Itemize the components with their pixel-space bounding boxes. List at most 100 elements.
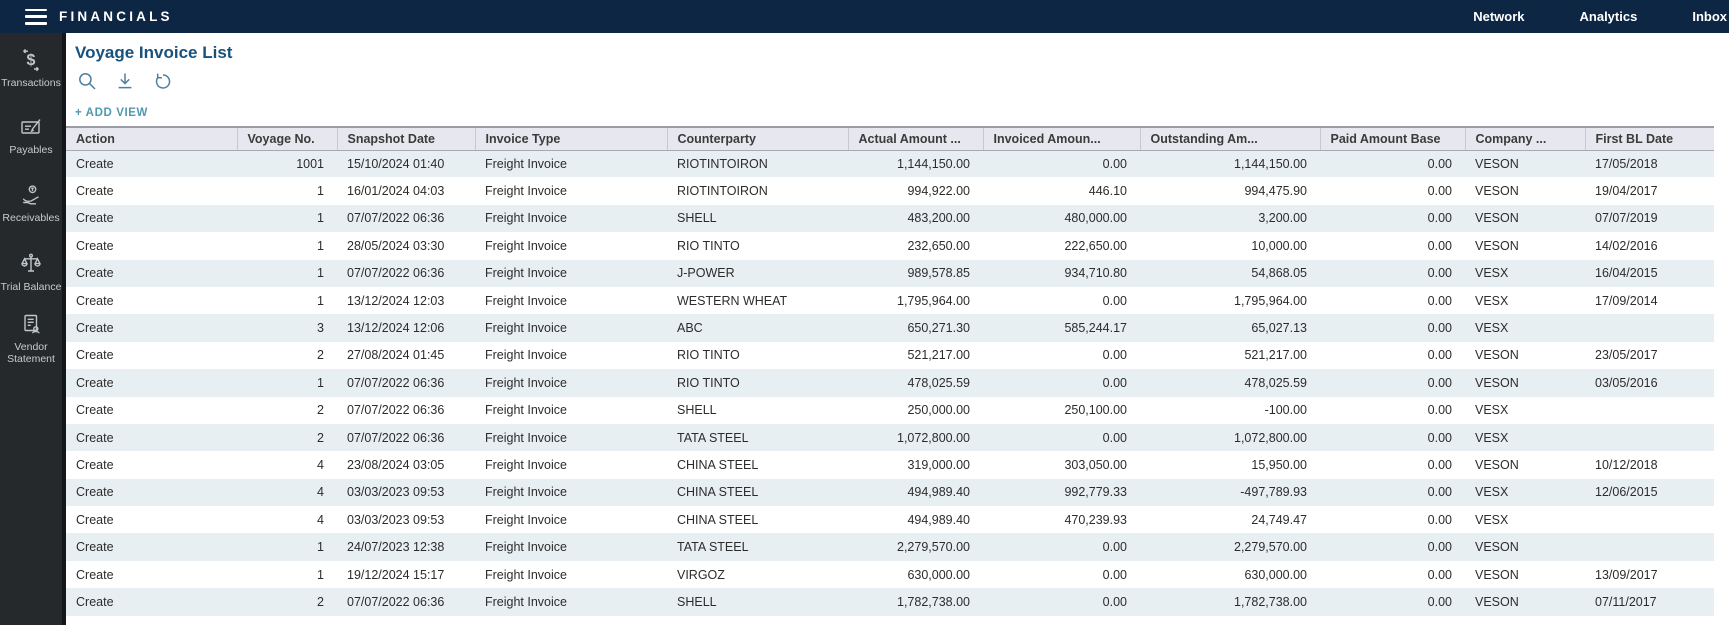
nav-network[interactable]: Network <box>1473 9 1525 24</box>
table-row: Create 2 27/08/2024 01:45 Freight Invoic… <box>66 342 1714 369</box>
sidebar-item-transactions[interactable]: $ Transactions <box>0 48 62 89</box>
create-link[interactable]: Create <box>76 238 114 253</box>
company-cell: VESX <box>1475 293 1509 308</box>
create-link[interactable]: Create <box>76 211 114 226</box>
download-button[interactable] <box>115 71 135 91</box>
column-header-counterparty[interactable]: Counterparty <box>666 126 848 151</box>
voyage-no-link[interactable]: 1 <box>317 293 324 308</box>
paid-amount-base-cell: 0.00 <box>1427 156 1452 171</box>
column-header-paid-amount-base[interactable]: Paid Amount Base <box>1319 126 1465 151</box>
add-view-button[interactable]: + ADD VIEW <box>75 107 148 119</box>
outstanding-amount-cell: 54,868.05 <box>1251 266 1307 281</box>
voyage-no-link[interactable]: 2 <box>317 430 324 445</box>
paid-amount-base-cell: 0.00 <box>1427 594 1452 609</box>
invoice-type-cell: Freight Invoice <box>485 403 567 418</box>
column-header-company[interactable]: Company ... <box>1464 126 1585 151</box>
create-link[interactable]: Create <box>76 457 114 472</box>
company-cell: VESX <box>1475 321 1509 336</box>
sidebar-item-receivables[interactable]: Receivables <box>0 183 62 224</box>
voyage-no-link[interactable]: 1 <box>317 211 324 226</box>
actual-amount-cell: 250,000.00 <box>907 403 970 418</box>
column-header-action[interactable]: Action <box>66 126 237 151</box>
column-header-actual-amount[interactable]: Actual Amount ... <box>847 126 983 151</box>
svg-text:$: $ <box>27 52 36 69</box>
first-bl-date-cell <box>1585 314 1714 341</box>
voyage-no-link[interactable]: 1 <box>317 266 324 281</box>
nav-inbox[interactable]: Inbox <box>1692 9 1727 24</box>
create-link[interactable]: Create <box>76 403 114 418</box>
paid-amount-base-cell: 0.00 <box>1427 485 1452 500</box>
actual-amount-cell: 494,989.40 <box>907 512 970 527</box>
sidebar-item-vendor-statement[interactable]: Vendor Statement <box>0 312 62 365</box>
voyage-no-link[interactable]: 1 <box>317 567 324 582</box>
app-title: FINANCIALS <box>59 9 173 24</box>
counterparty-cell: RIO TINTO <box>677 375 740 390</box>
outstanding-amount-cell: 2,279,570.00 <box>1234 540 1307 555</box>
create-link[interactable]: Create <box>76 594 114 609</box>
voyage-no-link[interactable]: 1 <box>317 184 324 199</box>
create-link[interactable]: Create <box>76 485 114 500</box>
voyage-no-link[interactable]: 2 <box>317 348 324 363</box>
voyage-no-link[interactable]: 4 <box>317 512 324 527</box>
create-link[interactable]: Create <box>76 293 114 308</box>
actual-amount-cell: 494,989.40 <box>907 485 970 500</box>
company-cell: VESON <box>1475 594 1519 609</box>
column-header-invoice-type[interactable]: Invoice Type <box>474 126 667 151</box>
actual-amount-cell: 319,000.00 <box>907 457 970 472</box>
column-header-invoiced-amount[interactable]: Invoiced Amoun... <box>982 126 1140 151</box>
undo-button[interactable] <box>153 71 173 91</box>
search-button[interactable] <box>77 71 97 91</box>
create-link[interactable]: Create <box>76 266 114 281</box>
create-link[interactable]: Create <box>76 184 114 199</box>
create-link[interactable]: Create <box>76 540 114 555</box>
create-link[interactable]: Create <box>76 512 114 527</box>
sidebar-item-payables[interactable]: Payables <box>0 115 62 156</box>
counterparty-cell: VIRGOZ <box>677 567 725 582</box>
voyage-no-link[interactable]: 3 <box>317 321 324 336</box>
actual-amount-cell: 1,072,800.00 <box>897 430 970 445</box>
sidebar-item-trial-balance[interactable]: Trial Balance <box>0 252 62 293</box>
create-link[interactable]: Create <box>76 156 114 171</box>
menu-button[interactable] <box>25 8 47 25</box>
create-link[interactable]: Create <box>76 321 114 336</box>
create-link[interactable]: Create <box>76 348 114 363</box>
actual-amount-cell: 483,200.00 <box>907 211 970 226</box>
sidebar-item-label: Transactions <box>1 77 61 89</box>
outstanding-amount-cell: 521,217.00 <box>1244 348 1307 363</box>
column-header-snapshot-date[interactable]: Snapshot Date <box>336 126 475 151</box>
voyage-no-link[interactable]: 1 <box>317 238 324 253</box>
trial-balance-icon <box>20 253 42 272</box>
column-header-first-bl-date[interactable]: First BL Date <box>1584 126 1714 151</box>
column-header-outstanding-amount[interactable]: Outstanding Am... <box>1139 126 1320 151</box>
first-bl-date-cell: 17/05/2018 <box>1595 156 1658 171</box>
invoice-type-cell: Freight Invoice <box>485 485 567 500</box>
column-header-voyage-no[interactable]: Voyage No. <box>236 126 337 151</box>
actual-amount-cell: 478,025.59 <box>907 375 970 390</box>
create-link[interactable]: Create <box>76 567 114 582</box>
invoice-type-cell: Freight Invoice <box>485 156 567 171</box>
sidebar-item-label: Receivables <box>2 212 60 225</box>
snapshot-date-cell: 07/07/2022 06:36 <box>347 266 445 281</box>
table-row: Create 4 23/08/2024 03:05 Freight Invoic… <box>66 451 1714 478</box>
paid-amount-base-cell: 0.00 <box>1427 540 1452 555</box>
voyage-no-link[interactable]: 2 <box>317 594 324 609</box>
first-bl-date-cell <box>1585 424 1714 451</box>
nav-analytics[interactable]: Analytics <box>1579 9 1638 24</box>
voyage-no-link[interactable]: 1001 <box>296 156 324 171</box>
first-bl-date-cell <box>1585 506 1714 533</box>
actual-amount-cell: 989,578.85 <box>907 266 970 281</box>
voyage-no-link[interactable]: 4 <box>317 485 324 500</box>
paid-amount-base-cell: 0.00 <box>1427 266 1452 281</box>
create-link[interactable]: Create <box>76 375 114 390</box>
first-bl-date-cell <box>1585 533 1714 560</box>
voyage-no-link[interactable]: 2 <box>317 403 324 418</box>
counterparty-cell: SHELL <box>677 403 717 418</box>
voyage-no-link[interactable]: 1 <box>317 540 324 555</box>
voyage-no-link[interactable]: 1 <box>317 375 324 390</box>
invoiced-amount-cell: 0.00 <box>1102 293 1127 308</box>
paid-amount-base-cell: 0.00 <box>1427 457 1452 472</box>
snapshot-date-cell: 07/07/2022 06:36 <box>347 403 445 418</box>
hamburger-icon <box>25 8 47 12</box>
voyage-no-link[interactable]: 4 <box>317 457 324 472</box>
create-link[interactable]: Create <box>76 430 114 445</box>
